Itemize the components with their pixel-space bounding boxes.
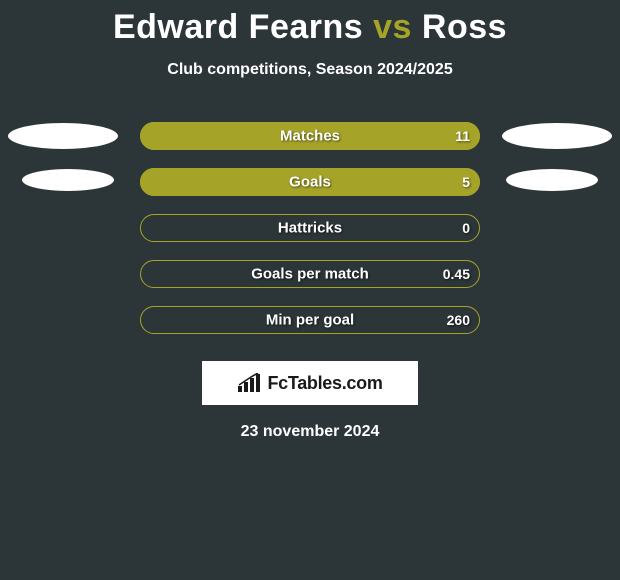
brand-text: FcTables.com [267,373,382,394]
stat-label: Matches [280,128,340,145]
stat-row: Goals per match 0.45 [0,253,620,299]
stat-row: Matches 11 [0,115,620,161]
stat-label: Goals per match [251,266,369,283]
subtitle: Club competitions, Season 2024/2025 [0,61,620,79]
vs-text: vs [373,8,412,46]
player2-name: Ross [422,8,507,46]
stat-value-right: 0 [462,220,470,236]
page-title: Edward Fearns vs Ross [0,0,620,47]
stat-label: Min per goal [266,312,354,329]
stat-row: Hattricks 0 [0,207,620,253]
player1-name: Edward Fearns [113,8,363,46]
stat-label: Goals [289,174,331,191]
stat-bar: Goals 5 [140,168,480,196]
chart-icon [237,373,261,393]
stat-row: Goals 5 [0,161,620,207]
player2-photo [502,123,612,149]
stat-value-right: 0.45 [443,266,470,282]
stat-value-right: 260 [447,312,470,328]
player1-photo [8,123,118,149]
stats-container: Matches 11 Goals 5 Hattricks 0 Goals per match… [0,115,620,345]
stat-bar: Hattricks 0 [140,214,480,242]
stat-value-right: 5 [462,174,470,190]
stat-bar: Goals per match 0.45 [140,260,480,288]
stat-bar: Matches 11 [140,122,480,150]
player2-photo [506,169,598,191]
date-text: 23 november 2024 [0,423,620,441]
player1-photo [22,169,114,191]
stat-row: Min per goal 260 [0,299,620,345]
stat-bar: Min per goal 260 [140,306,480,334]
stat-value-right: 11 [455,128,470,144]
stat-label: Hattricks [278,220,342,237]
brand-logo[interactable]: FcTables.com [202,361,418,405]
